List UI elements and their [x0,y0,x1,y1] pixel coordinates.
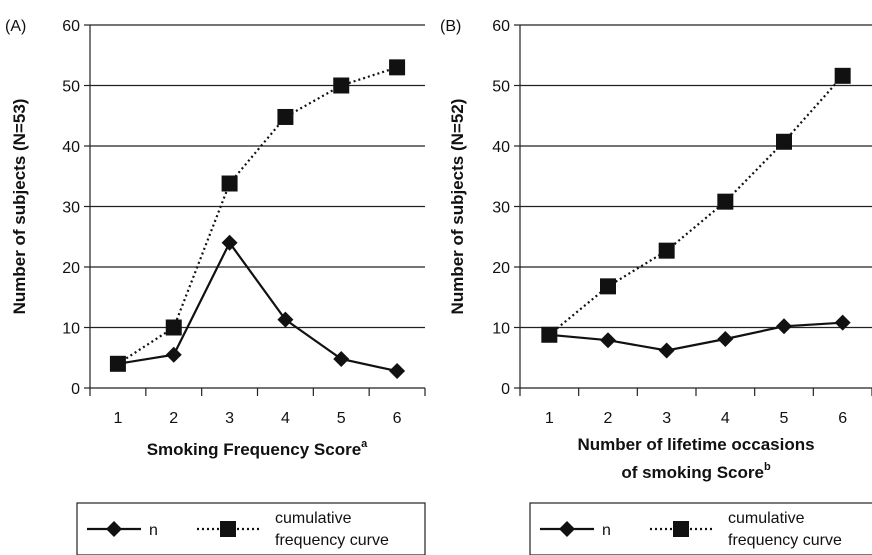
x-tick-label: 4 [721,410,730,427]
y-tick-label: 10 [492,321,510,338]
legend-label-n: n [602,522,611,539]
y-tick-label: 10 [62,321,80,338]
point-cumulative [333,77,350,94]
legend-marker-n [106,521,122,537]
y-tick-label: 50 [492,79,510,96]
x-axis-title: Smoking Frequency Scorea [147,438,368,459]
point-cumulative [109,355,126,372]
point-cumulative [221,175,238,192]
x-tick-label: 1 [113,410,122,427]
point-n [776,318,792,335]
point-cumulative [834,67,851,84]
y-tick-label: 0 [501,381,510,398]
y-tick-label: 20 [62,260,80,277]
legend-label-cumulative-line1: cumulative [728,510,805,527]
x-tick-label: 1 [545,410,554,427]
point-cumulative [776,133,792,150]
point-n [165,346,182,363]
y-tick-label: 30 [492,200,510,217]
series-line-cumulative [117,66,398,365]
point-cumulative [165,319,182,336]
x-axis-title-line2: of smoking Scoreb [621,461,771,482]
legend-label-cumulative-line1: cumulative [275,510,352,527]
y-tick-label: 30 [62,200,80,217]
chart-panel-b: 0 10 20 30 40 50 60 1 2 3 4 5 6 (B) Number of subjects… [440,18,872,555]
point-cumulative [541,326,558,343]
y-tick-label: 20 [492,260,510,277]
legend: n cumulative frequency curve [76,502,426,555]
x-tick-label: 4 [281,410,290,427]
x-tick-label: 5 [780,410,789,427]
point-n [333,350,350,367]
x-tick-label: 3 [662,410,671,427]
x-tick-label: 5 [337,410,346,427]
x-axis-title-line1: Number of lifetime occasions [577,435,814,454]
point-cumulative [658,242,675,259]
series-line-cumulative [548,75,844,336]
y-axis-title: Number of subjects (N=53) [10,99,29,315]
x-axis-title-sup: a [361,438,368,450]
point-n [834,314,851,331]
point-cumulative [717,193,734,210]
point-cumulative [277,108,294,125]
point-n [277,311,294,328]
y-tick-label: 60 [62,18,80,35]
panel-label: (A) [5,18,26,35]
legend: n cumulative frequency curve [529,502,872,555]
point-n [600,332,616,349]
legend-marker-cumulative [220,521,236,537]
x-axis-title-sup: b [764,461,771,473]
panel-label: (B) [440,18,461,35]
y-tick-label: 50 [62,79,80,96]
y-tick-label: 0 [71,381,80,398]
legend-label-cumulative-line2: frequency curve [275,532,389,549]
point-n [658,342,675,359]
series-line-n [549,321,843,352]
x-tick-label: 2 [604,410,613,427]
y-tick-label: 40 [492,139,510,156]
y-tick-label: 40 [62,139,80,156]
legend-marker-n [559,521,575,537]
point-cumulative [600,278,616,295]
x-tick-label: 3 [225,410,234,427]
point-n [717,330,734,347]
chart-panel-a: 0 10 20 30 40 50 60 1 2 3 4 5 6 (A) Number of subjects… [5,18,426,555]
x-tick-label: 2 [169,410,178,427]
y-tick-label: 60 [492,18,510,35]
series-line-n [117,240,398,373]
legend-label-n: n [149,522,158,539]
legend-label-cumulative-line2: frequency curve [728,532,842,549]
point-n [389,363,406,380]
point-cumulative [389,59,406,76]
legend-marker-cumulative [673,521,689,537]
y-axis-title: Number of subjects (N=52) [448,99,467,315]
point-n [221,234,238,251]
x-tick-label: 6 [838,410,847,427]
x-tick-label: 6 [393,410,402,427]
